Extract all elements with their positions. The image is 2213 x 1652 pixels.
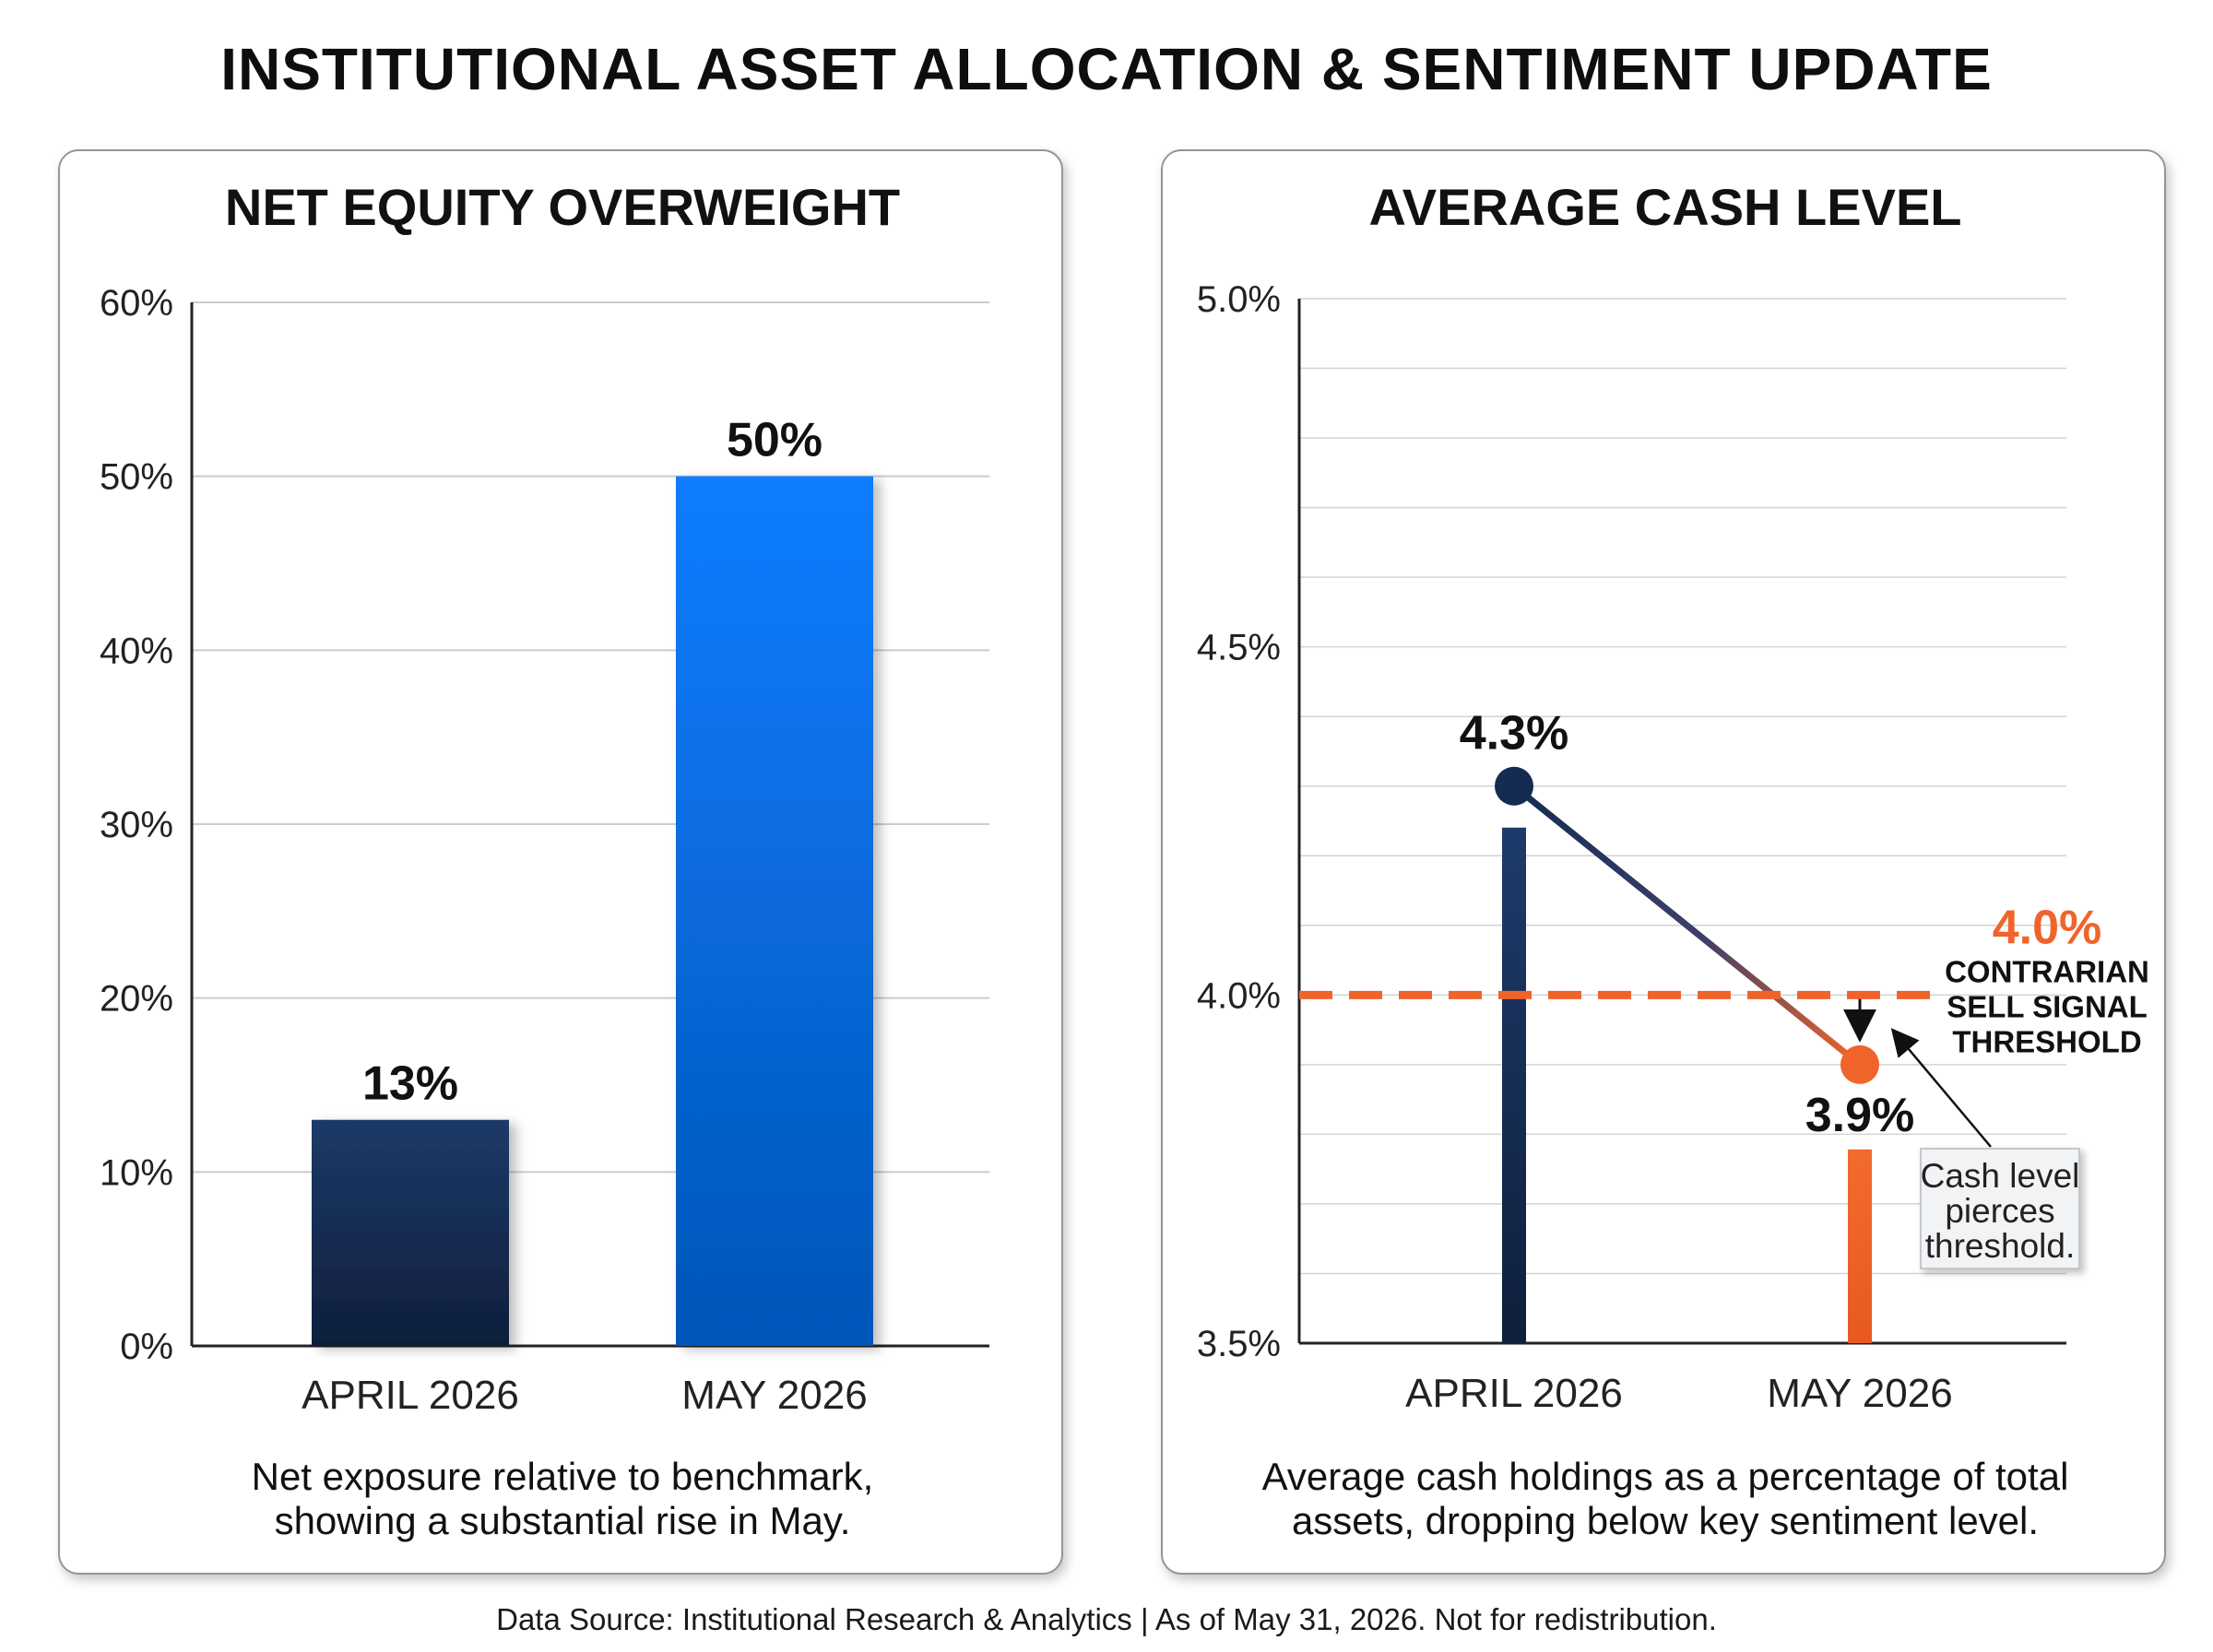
equity-overweight-panel: NET EQUITY OVERWEIGHT 0% 10% 20% 30% 40% 50% 6…	[58, 149, 1063, 1575]
y-tick-label: 60%	[100, 283, 173, 324]
annotation-text-line: threshold.	[1925, 1227, 2076, 1265]
series-line	[1511, 784, 1863, 1068]
bar-data-label: 50%	[727, 414, 822, 467]
stem-may-2026	[1848, 1149, 1872, 1343]
page-title: INSTITUTIONAL ASSET ALLOCATION & SENTIME…	[220, 36, 1993, 102]
threshold-value-label: 4.0%	[1993, 901, 2102, 954]
x-category-label: APRIL 2026	[302, 1373, 519, 1418]
cash-level-chart: AVERAGE CASH LEVEL 3.5% 4.0% 4.5% 5.0% 4.3%…	[1197, 178, 2149, 1542]
annotation-box	[1920, 1148, 2080, 1269]
stem-april-2026	[1502, 827, 1526, 1343]
equity-caption-line-1: Net exposure relative to benchmark,	[252, 1455, 874, 1498]
y-tick-label: 0%	[120, 1327, 173, 1367]
y-tick-label: 20%	[100, 979, 173, 1020]
y-tick-label: 4.0%	[1197, 975, 1281, 1016]
y-tick-label: 4.5%	[1197, 628, 1281, 668]
equity-chart-title: NET EQUITY OVERWEIGHT	[225, 178, 900, 236]
cash-caption-line-1: Average cash holdings as a percentage of…	[1262, 1455, 2069, 1498]
bar-data-label: 13%	[362, 1057, 458, 1111]
y-tick-label: 10%	[100, 1152, 173, 1193]
data-source-footer: Data Source: Institutional Research & An…	[496, 1602, 1717, 1636]
y-tick-label: 50%	[100, 457, 173, 498]
point-april-2026	[1495, 766, 1533, 806]
threshold-label-line: CONTRARIAN	[1945, 954, 2149, 988]
x-category-label: APRIL 2026	[1405, 1371, 1623, 1416]
y-tick-label: 30%	[100, 805, 173, 845]
point-may-2026	[1840, 1044, 1879, 1084]
point-data-label: 4.3%	[1460, 707, 1569, 761]
annotation-arrow	[1890, 1028, 1992, 1148]
cash-chart-title: AVERAGE CASH LEVEL	[1368, 178, 1961, 236]
point-data-label: 3.9%	[1805, 1089, 1915, 1142]
bar-may-2026	[676, 476, 873, 1346]
bar-april-2026	[312, 1119, 509, 1346]
threshold-label-line: SELL SIGNAL	[1947, 989, 2148, 1023]
cash-level-panel: AVERAGE CASH LEVEL 3.5% 4.0% 4.5% 5.0% 4.3%…	[1161, 149, 2166, 1575]
x-category-label: MAY 2026	[681, 1373, 867, 1418]
y-tick-label: 3.5%	[1197, 1324, 1281, 1364]
y-tick-label: 5.0%	[1197, 279, 1281, 320]
threshold-label-line: THRESHOLD	[1952, 1024, 2141, 1058]
y-tick-label: 40%	[100, 631, 173, 671]
annotation-text-line: Cash level	[1921, 1157, 2080, 1195]
equity-caption-line-2: showing a substantial rise in May.	[275, 1499, 851, 1542]
equity-bar-chart: NET EQUITY OVERWEIGHT 0% 10% 20% 30% 40% 50% 6…	[100, 178, 989, 1542]
annotation-text-line: pierces	[1945, 1192, 2054, 1230]
cash-caption-line-2: assets, dropping below key sentiment lev…	[1292, 1499, 2039, 1542]
x-category-label: MAY 2026	[1767, 1371, 1952, 1416]
